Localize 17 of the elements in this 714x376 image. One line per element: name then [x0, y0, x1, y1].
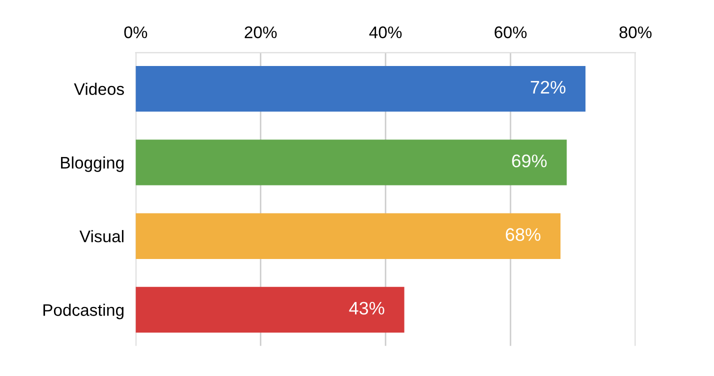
y-tick-label: Blogging — [61, 156, 124, 172]
x-tick-label: 20% — [244, 26, 277, 38]
y-tick-label: Podcasting — [43, 304, 124, 320]
y-tick-label: Visual — [80, 230, 124, 242]
bar — [136, 66, 586, 112]
data-label: 72% — [530, 80, 566, 94]
bar — [136, 286, 404, 333]
bar — [136, 213, 560, 259]
data-label: 68% — [506, 228, 540, 241]
data-label: 43% — [349, 302, 384, 315]
x-tick-label: 60% — [494, 26, 527, 38]
y-tick-label: Videos — [74, 82, 124, 96]
x-tick-label: 40% — [369, 26, 402, 38]
bar — [136, 140, 567, 186]
x-tick-label: 0% — [124, 26, 148, 38]
data-label: 69% — [512, 154, 547, 168]
x-tick-label: 80% — [620, 26, 652, 38]
